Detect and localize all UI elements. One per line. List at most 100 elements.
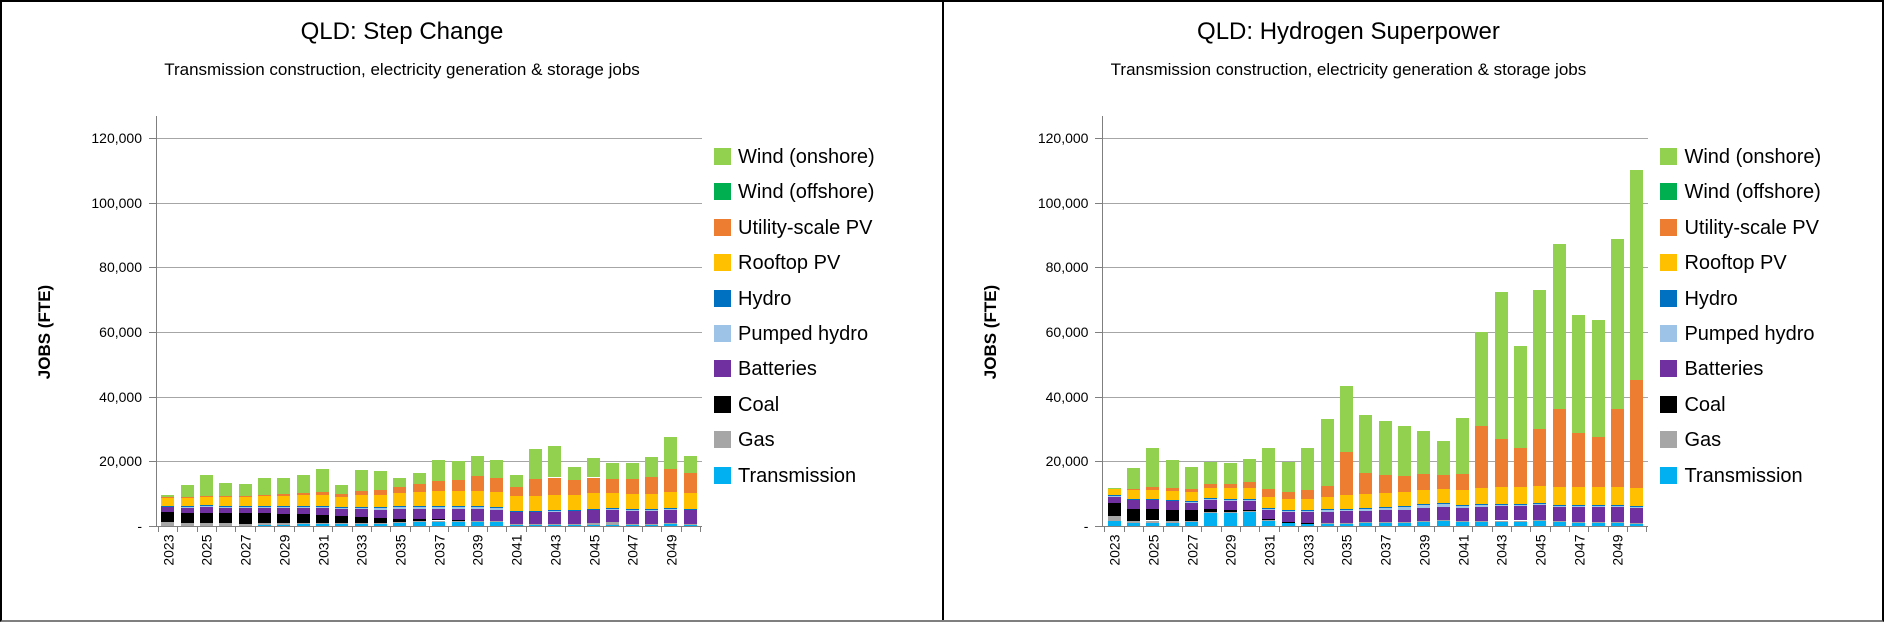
x-axis-tick bbox=[1530, 526, 1532, 532]
bar-coal-2032 bbox=[335, 515, 349, 524]
bar-utility-scale-pv-2029 bbox=[1223, 483, 1237, 489]
bar-pumped-hydro-2050 bbox=[683, 508, 697, 511]
bar-wind-onshore-2026 bbox=[219, 482, 233, 496]
bar-coal-2027 bbox=[1185, 510, 1199, 521]
bar-wind-onshore-2041 bbox=[1456, 418, 1470, 474]
legend-label: Utility-scale PV bbox=[738, 216, 873, 239]
x-axis-tick bbox=[1317, 526, 1319, 532]
bar-rooftop-pv-2032 bbox=[1281, 498, 1295, 510]
bar-rooftop-pv-2024 bbox=[180, 497, 194, 507]
bar-gas-2045 bbox=[1533, 520, 1547, 521]
x-axis-tick bbox=[641, 526, 643, 532]
legend-swatch-transmission bbox=[714, 466, 731, 484]
bar-utility-scale-pv-2037 bbox=[432, 481, 446, 492]
bar-hydro-2048 bbox=[1591, 504, 1605, 506]
bar-transmission-2039 bbox=[470, 521, 484, 526]
bar-hydro-2029 bbox=[1223, 498, 1237, 500]
bar-utility-scale-pv-2033 bbox=[1301, 490, 1315, 499]
bar-gas-2041 bbox=[509, 524, 523, 526]
bar-wind-onshore-2032 bbox=[1281, 462, 1295, 493]
y-axis-tick bbox=[149, 526, 156, 527]
bar-utility-scale-pv-2050 bbox=[1630, 379, 1644, 488]
bar-gas-2048 bbox=[1591, 522, 1605, 523]
y-tick-label: 40,000 bbox=[99, 388, 142, 405]
bar-gas-2041 bbox=[1456, 521, 1470, 523]
bar-gas-2039 bbox=[470, 520, 484, 522]
x-tick-label: 2039 bbox=[1416, 534, 1433, 566]
bar-pumped-hydro-2031 bbox=[316, 505, 330, 508]
x-tick-label: 2031 bbox=[1261, 534, 1278, 566]
bar-pumped-hydro-2045 bbox=[587, 509, 601, 511]
bar-utility-scale-pv-2024 bbox=[1126, 489, 1140, 491]
bar-batteries-2041 bbox=[509, 512, 523, 525]
bar-pumped-hydro-2024 bbox=[180, 506, 194, 508]
legend-swatch-pumped-hydro bbox=[1660, 325, 1678, 342]
bar-gas-2040 bbox=[490, 521, 504, 523]
gridline bbox=[1103, 202, 1649, 204]
bar-pumped-hydro-2046 bbox=[606, 508, 620, 510]
bar-rooftop-pv-2039 bbox=[1417, 489, 1431, 505]
bar-gas-2050 bbox=[1630, 523, 1644, 525]
bar-gas-2042 bbox=[528, 524, 542, 526]
gridline bbox=[1103, 332, 1649, 333]
bar-utility-scale-pv-2047 bbox=[625, 478, 639, 494]
x-axis-tick bbox=[429, 526, 430, 532]
bar-batteries-2049 bbox=[1610, 506, 1624, 523]
bar-transmission-2050 bbox=[683, 524, 697, 526]
bar-hydro-2039 bbox=[1417, 504, 1431, 505]
bar-pumped-hydro-2050 bbox=[1630, 506, 1644, 508]
bar-batteries-2048 bbox=[1591, 506, 1605, 523]
bar-pumped-hydro-2040 bbox=[490, 506, 504, 510]
bar-utility-scale-pv-2040 bbox=[1436, 474, 1450, 489]
bar-transmission-2046 bbox=[1552, 522, 1566, 526]
bar-gas-2048 bbox=[645, 523, 659, 525]
legend-swatch-gas bbox=[1660, 431, 1678, 449]
bar-transmission-2030 bbox=[296, 524, 310, 526]
bar-wind-onshore-2038 bbox=[1397, 426, 1411, 476]
bar-rooftop-pv-2033 bbox=[354, 494, 368, 507]
bar-pumped-hydro-2038 bbox=[1397, 506, 1411, 510]
bar-batteries-2029 bbox=[1223, 501, 1237, 510]
gridline bbox=[157, 202, 702, 204]
legend-swatch-coal bbox=[1660, 395, 1678, 413]
y-axis-tick bbox=[149, 138, 156, 139]
bar-pumped-hydro-2035 bbox=[1339, 509, 1353, 512]
bar-batteries-2041 bbox=[1456, 508, 1470, 522]
x-tick-label: 2029 bbox=[276, 534, 293, 566]
x-tick-label: 2033 bbox=[353, 534, 370, 566]
legend-label: Wind (offshore) bbox=[738, 181, 875, 204]
bar-rooftop-pv-2031 bbox=[1262, 496, 1276, 508]
x-axis-tick bbox=[1414, 526, 1416, 532]
x-axis-tick bbox=[177, 526, 179, 532]
x-tick-label: 2025 bbox=[198, 534, 215, 566]
y-tick-label: 100,000 bbox=[91, 194, 142, 211]
x-axis-tick bbox=[1491, 526, 1493, 532]
x-axis-tick bbox=[235, 526, 237, 532]
bar-gas-2023 bbox=[1107, 516, 1121, 522]
bar-coal-2030 bbox=[1243, 509, 1257, 512]
legend-swatch-batteries bbox=[1660, 360, 1678, 378]
bar-pumped-hydro-2037 bbox=[1378, 507, 1392, 511]
bar-transmission-2032 bbox=[1281, 523, 1295, 526]
x-tick-label: 2041 bbox=[1455, 534, 1472, 566]
bar-batteries-2028 bbox=[1204, 500, 1218, 509]
bar-rooftop-pv-2026 bbox=[219, 496, 233, 506]
bar-batteries-2044 bbox=[1514, 505, 1528, 521]
bar-pumped-hydro-2029 bbox=[277, 506, 291, 508]
bar-rooftop-pv-2037 bbox=[1378, 493, 1392, 507]
x-tick-label: 2025 bbox=[1145, 534, 1162, 566]
bar-utility-scale-pv-2049 bbox=[1610, 408, 1624, 487]
bar-transmission-2036 bbox=[1359, 522, 1373, 526]
bar-batteries-2037 bbox=[1378, 510, 1392, 523]
legend-label: Rooftop PV bbox=[738, 252, 841, 275]
bar-hydro-2047 bbox=[1572, 504, 1586, 506]
bar-utility-scale-pv-2036 bbox=[1359, 473, 1373, 495]
x-axis-tick bbox=[1201, 526, 1203, 532]
bar-pumped-hydro-2044 bbox=[567, 510, 581, 512]
bar-transmission-2047 bbox=[625, 524, 639, 526]
bar-transmission-2025 bbox=[1146, 522, 1160, 526]
bar-pumped-hydro-2047 bbox=[1572, 505, 1586, 507]
bar-rooftop-pv-2035 bbox=[1339, 495, 1353, 509]
legend-label: Batteries bbox=[738, 358, 817, 381]
bar-pumped-hydro-2030 bbox=[296, 505, 310, 508]
